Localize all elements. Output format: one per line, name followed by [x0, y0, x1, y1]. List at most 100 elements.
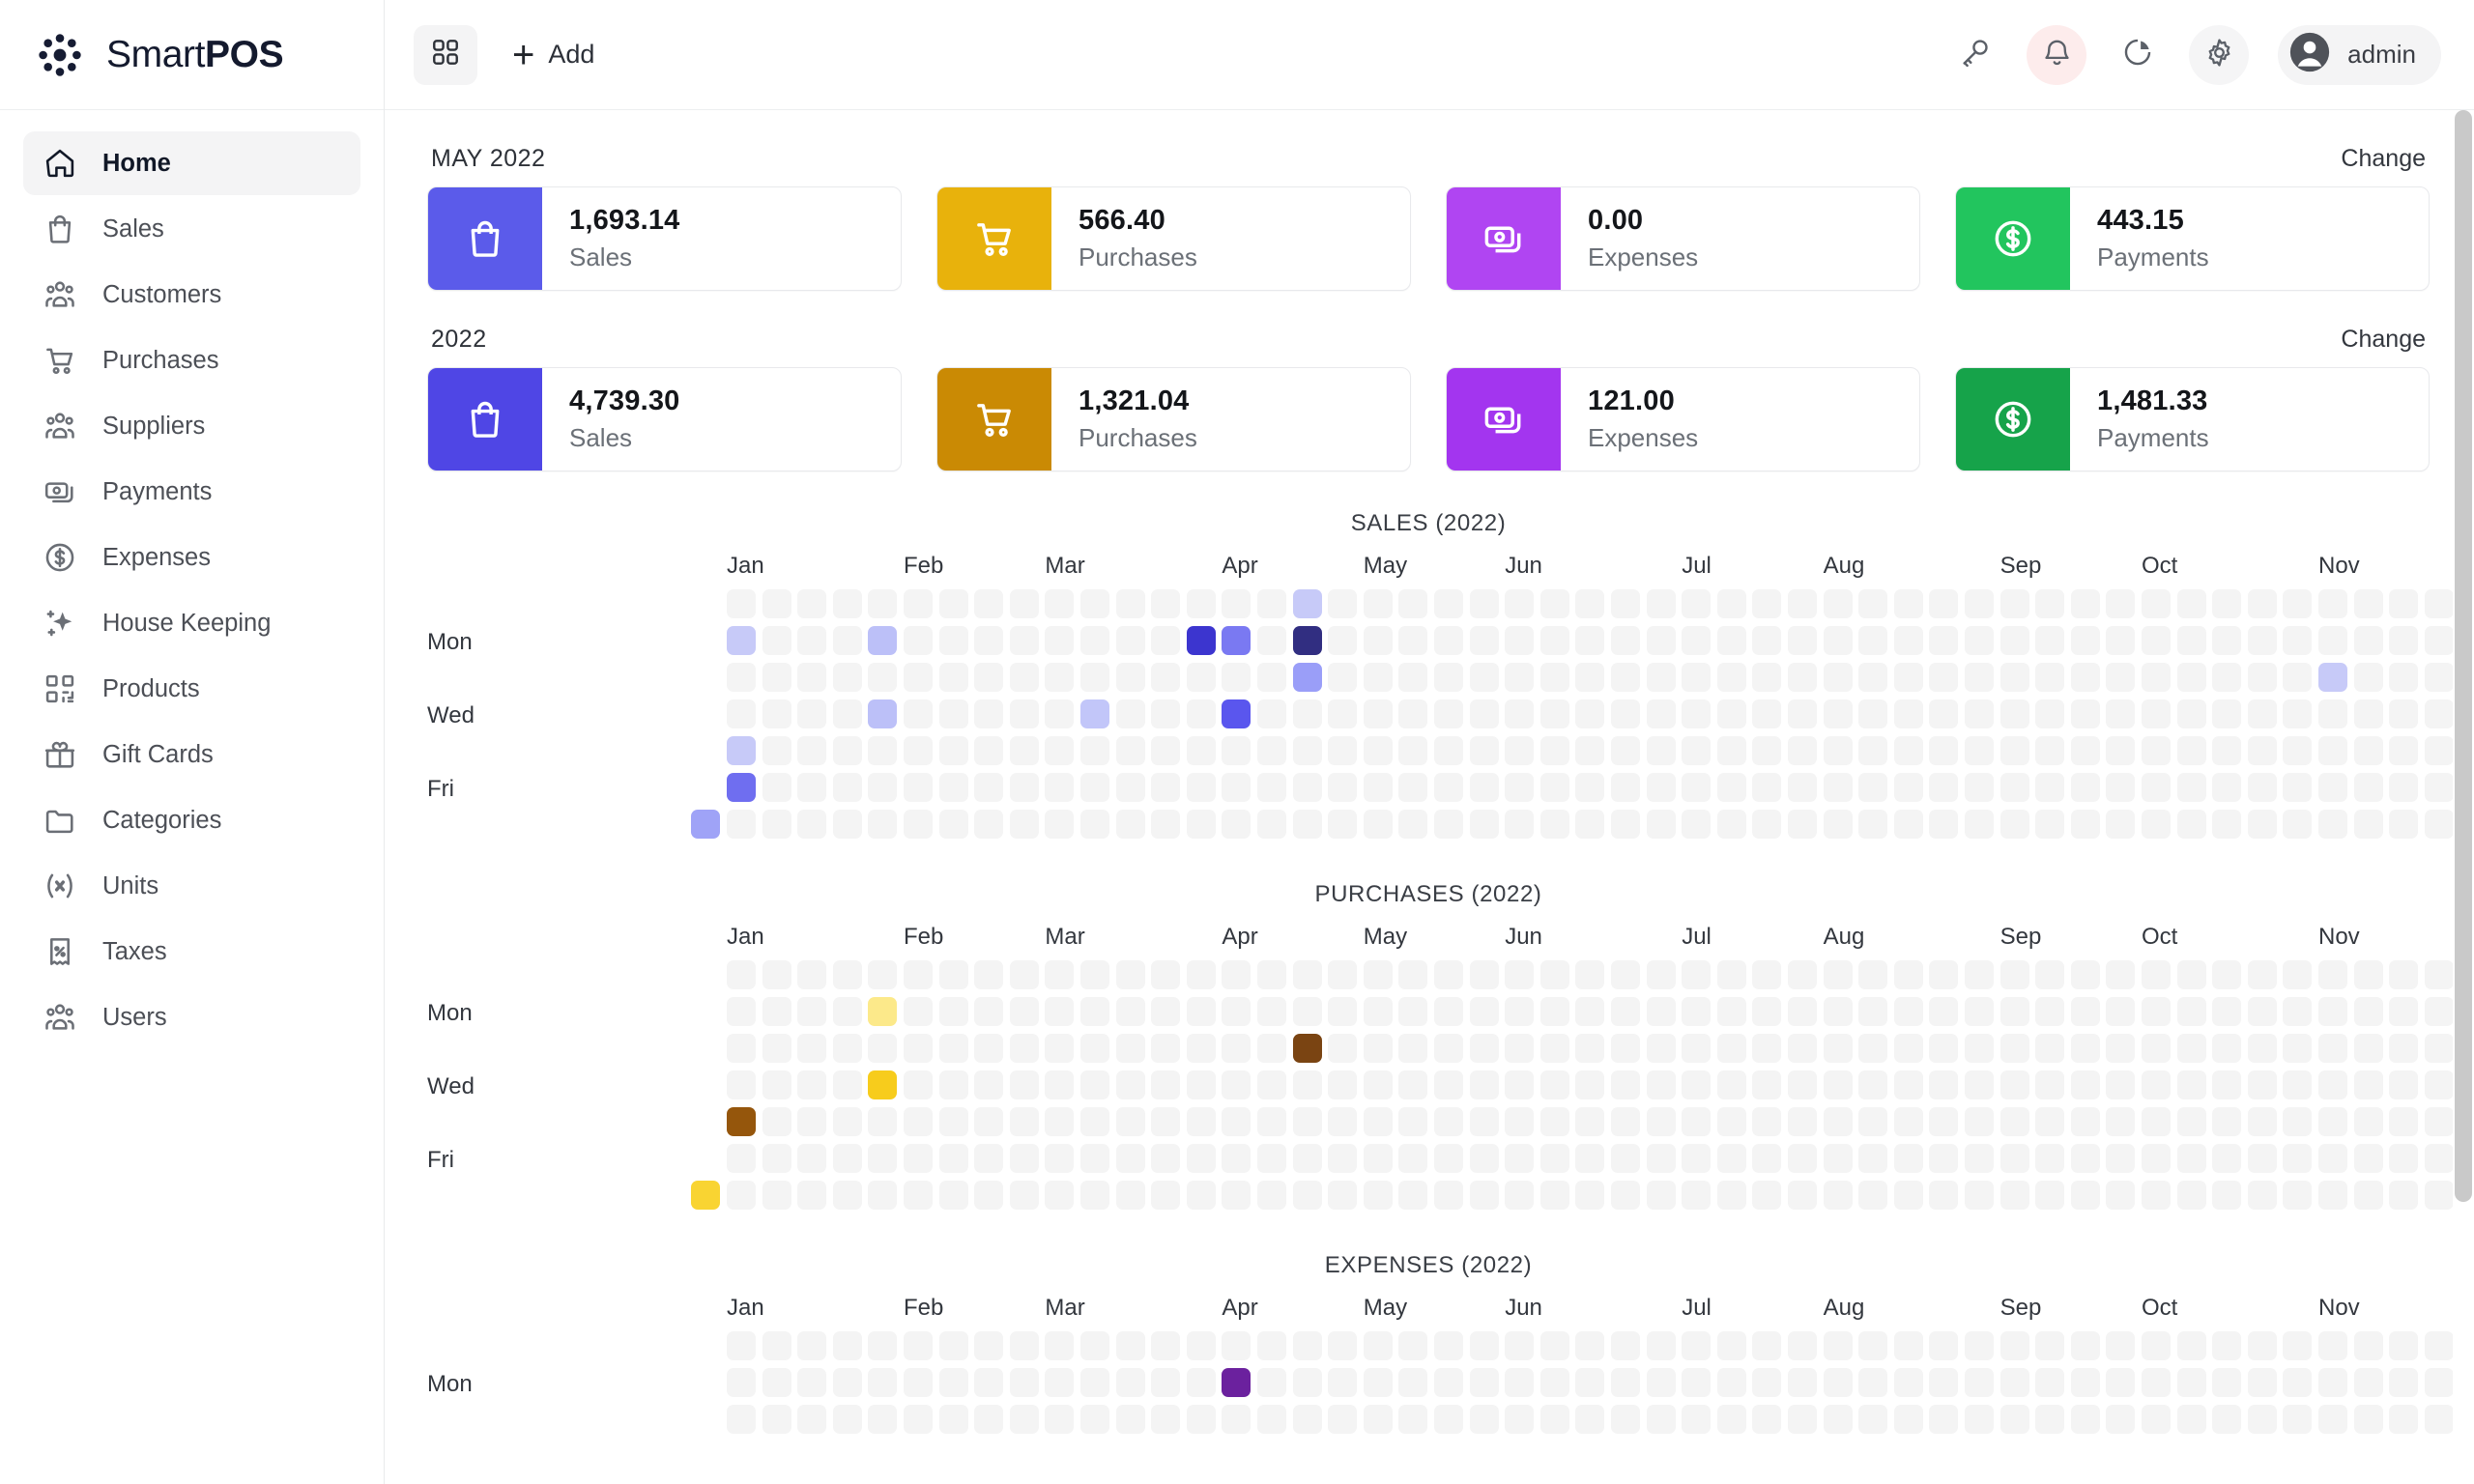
heatmap-cell[interactable]	[1045, 736, 1075, 765]
heatmap-cell[interactable]	[2035, 997, 2065, 1026]
stat-card-payments[interactable]: 1,481.33 Payments	[1955, 367, 2430, 471]
heatmap-cell[interactable]	[2424, 699, 2454, 728]
heatmap-cell[interactable]	[1257, 1405, 1286, 1434]
heatmap-cell[interactable]	[2176, 1144, 2206, 1173]
heatmap-cell[interactable]	[974, 1034, 1004, 1063]
heatmap-cell[interactable]	[832, 1034, 862, 1063]
heatmap-cell[interactable]	[1328, 773, 1358, 802]
heatmap-cell[interactable]	[1398, 626, 1428, 655]
heatmap-cell[interactable]	[1292, 589, 1322, 618]
heatmap-cell[interactable]	[1222, 736, 1251, 765]
heatmap-cell[interactable]	[2142, 736, 2171, 765]
heatmap-cell[interactable]	[2247, 997, 2277, 1026]
heatmap-cell[interactable]	[904, 663, 933, 692]
heatmap-cell[interactable]	[1292, 699, 1322, 728]
heatmap-cell[interactable]	[1398, 1181, 1428, 1210]
heatmap-cell[interactable]	[2389, 1331, 2419, 1360]
heatmap-cell[interactable]	[2424, 736, 2454, 765]
heatmap-cell[interactable]	[2318, 1107, 2347, 1136]
heatmap-cell[interactable]	[1363, 810, 1393, 839]
heatmap-cell[interactable]	[2176, 699, 2206, 728]
heatmap-cell[interactable]	[1151, 1181, 1181, 1210]
heatmap-cell[interactable]	[1611, 589, 1640, 618]
heatmap-cell[interactable]	[1222, 663, 1251, 692]
heatmap-cell[interactable]	[1222, 1405, 1251, 1434]
heatmap-cell[interactable]	[2389, 1034, 2419, 1063]
heatmap-cell[interactable]	[1045, 1107, 1075, 1136]
heatmap-cell[interactable]	[2212, 960, 2242, 989]
heatmap-cell[interactable]	[1823, 699, 1853, 728]
heatmap-cell[interactable]	[1575, 1144, 1605, 1173]
heatmap-cell[interactable]	[1292, 1070, 1322, 1099]
heatmap-cell[interactable]	[2318, 1034, 2347, 1063]
heatmap-cell[interactable]	[1151, 1034, 1181, 1063]
grid-squares-button[interactable]	[414, 24, 477, 85]
heatmap-cell[interactable]	[1682, 626, 1712, 655]
heatmap-cell[interactable]	[1823, 1034, 1853, 1063]
heatmap-cell[interactable]	[1716, 663, 1746, 692]
heatmap-cell[interactable]	[1752, 663, 1782, 692]
heatmap-cell[interactable]	[2318, 626, 2347, 655]
heatmap-cell[interactable]	[1965, 1331, 1994, 1360]
heatmap-cell[interactable]	[2353, 960, 2383, 989]
heatmap-cell[interactable]	[1575, 960, 1605, 989]
heatmap-cell[interactable]	[1045, 699, 1075, 728]
stat-card-expenses[interactable]: 0.00 Expenses	[1446, 186, 1920, 291]
heatmap-cell[interactable]	[2035, 736, 2065, 765]
heatmap-cell[interactable]	[1186, 663, 1216, 692]
heatmap-cell[interactable]	[938, 1405, 968, 1434]
heatmap-cell[interactable]	[2142, 1181, 2171, 1210]
heatmap-cell[interactable]	[1752, 1181, 1782, 1210]
heatmap-cell[interactable]	[2389, 810, 2419, 839]
heatmap-cell[interactable]	[2212, 810, 2242, 839]
heatmap-cell[interactable]	[1363, 589, 1393, 618]
heatmap-cell[interactable]	[1752, 1405, 1782, 1434]
heatmap-cell[interactable]	[1186, 1144, 1216, 1173]
heatmap-cell[interactable]	[2353, 773, 2383, 802]
heatmap-cell[interactable]	[1257, 1070, 1286, 1099]
heatmap-cell[interactable]	[1788, 773, 1817, 802]
heatmap-cell[interactable]	[1682, 1181, 1712, 1210]
heatmap-cell[interactable]	[1646, 960, 1676, 989]
heatmap-cell[interactable]	[868, 1144, 898, 1173]
heatmap-cell[interactable]	[1328, 997, 1358, 1026]
heatmap-cell[interactable]	[2283, 810, 2313, 839]
heatmap-cell[interactable]	[1539, 1405, 1569, 1434]
heatmap-cell[interactable]	[727, 626, 756, 655]
heatmap-cell[interactable]	[868, 1107, 898, 1136]
heatmap-cell[interactable]	[2353, 1070, 2383, 1099]
heatmap-cell[interactable]	[1716, 1144, 1746, 1173]
heatmap-cell[interactable]	[1434, 1144, 1463, 1173]
heatmap-cell[interactable]	[2283, 773, 2313, 802]
heatmap-cell[interactable]	[1186, 1107, 1216, 1136]
heatmap-cell[interactable]	[1363, 960, 1393, 989]
heatmap-cell[interactable]	[2070, 1331, 2100, 1360]
heatmap-cell[interactable]	[1398, 1331, 1428, 1360]
heatmap-cell[interactable]	[727, 997, 756, 1026]
sidebar-item-units[interactable]: Units	[23, 854, 360, 918]
heatmap-cell[interactable]	[2389, 1368, 2419, 1397]
heatmap-cell[interactable]	[1929, 1368, 1959, 1397]
heatmap-cell[interactable]	[1328, 1034, 1358, 1063]
heatmap-cell[interactable]	[1328, 589, 1358, 618]
sidebar-item-sales[interactable]: Sales	[23, 197, 360, 261]
heatmap-cell[interactable]	[2247, 1107, 2277, 1136]
heatmap-cell[interactable]	[1929, 1034, 1959, 1063]
heatmap-cell[interactable]	[1009, 1368, 1039, 1397]
heatmap-cell[interactable]	[1999, 1405, 2029, 1434]
heatmap-cell[interactable]	[2389, 1107, 2419, 1136]
heatmap-cell[interactable]	[2424, 1405, 2454, 1434]
heatmap-cell[interactable]	[1858, 1331, 1888, 1360]
heatmap-cell[interactable]	[2070, 1181, 2100, 1210]
heatmap-cell[interactable]	[832, 1181, 862, 1210]
heatmap-cell[interactable]	[904, 699, 933, 728]
heatmap-cell[interactable]	[1080, 997, 1109, 1026]
heatmap-cell[interactable]	[762, 1070, 791, 1099]
heatmap-cell[interactable]	[938, 589, 968, 618]
heatmap-cell[interactable]	[1646, 1034, 1676, 1063]
heatmap-cell[interactable]	[2212, 1034, 2242, 1063]
heatmap-cell[interactable]	[2353, 589, 2383, 618]
heatmap-cell[interactable]	[1363, 1070, 1393, 1099]
heatmap-cell[interactable]	[1858, 1070, 1888, 1099]
heatmap-cell[interactable]	[762, 736, 791, 765]
